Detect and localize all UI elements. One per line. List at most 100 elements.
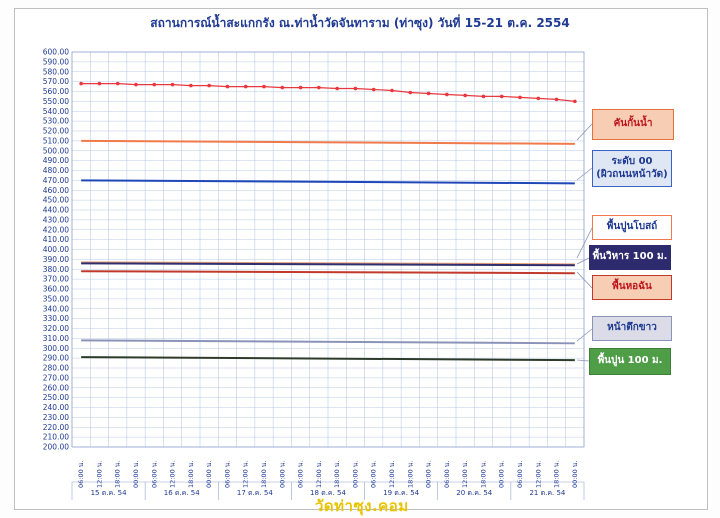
y-tick-label: 200.00 [43, 443, 69, 452]
reference-line [81, 270, 575, 275]
x-tick-label: 00:00 น. [351, 461, 359, 488]
legend-pointer [576, 167, 593, 181]
y-tick-label: 220.00 [43, 423, 69, 432]
legend-label-white-building: หน้าตึกขาว [607, 322, 657, 334]
watermark: วัดท่าซุง.คอม [315, 497, 409, 515]
x-tick-label: 00:00 น. [132, 461, 140, 488]
water-level-point [445, 92, 449, 97]
y-tick-label: 530.00 [43, 117, 69, 126]
legend-pointer [576, 359, 590, 362]
water-level-point [79, 81, 83, 86]
water-level-point [353, 86, 358, 91]
y-tick-label: 230.00 [43, 413, 69, 422]
legend-pointer [576, 227, 593, 259]
legend-pointer [576, 123, 593, 141]
legend-box-road-level: ระดับ 00 (ผิวถนนหน้าวัด) [592, 150, 672, 187]
water-level-point [207, 83, 211, 88]
water-level-point [518, 95, 522, 100]
x-tick-label: 12:00 น. [169, 461, 177, 488]
y-tick-label: 250.00 [43, 393, 69, 402]
y-tick-label: 400.00 [43, 245, 69, 254]
y-tick-label: 240.00 [43, 403, 69, 412]
water-level-point [262, 84, 266, 89]
x-tick-label: 12:00 น. [388, 461, 396, 488]
x-tick-label: 18:00 น. [406, 461, 414, 488]
x-tick-label: 00:00 น. [425, 461, 433, 488]
x-tick-label: 00:00 น. [205, 461, 213, 488]
y-tick-label: 590.00 [43, 57, 69, 66]
y-tick-label: 440.00 [43, 206, 69, 215]
y-tick-label: 370.00 [43, 275, 69, 284]
x-tick-label: 18:00 น. [333, 461, 341, 488]
water-level-point [97, 81, 102, 86]
x-tick-label: 00:00 น. [278, 461, 286, 488]
water-level-point [573, 99, 577, 104]
y-tick-label: 410.00 [43, 235, 69, 244]
water-level-point [463, 93, 467, 98]
y-tick-label: 510.00 [43, 136, 69, 145]
x-tick-label: 12:00 น. [534, 461, 542, 488]
legend-pointer [576, 257, 590, 265]
legend-box-white-building: หน้าตึกขาว [592, 316, 672, 341]
x-tick-label: 06:00 น. [223, 461, 231, 488]
water-level-point [134, 82, 138, 87]
water-level-point [243, 84, 248, 89]
y-tick-label: 430.00 [43, 215, 69, 224]
legend-box-vihara-floor: พื้นวิหาร 100 ม. [589, 245, 671, 270]
y-tick-label: 450.00 [43, 196, 69, 205]
water-level-point [426, 91, 431, 96]
legend-box-dike: คันกั้นน้ำ [592, 109, 674, 140]
x-tick-label: 18:00 น. [479, 461, 487, 488]
x-tick-label: 18:00 น. [260, 461, 268, 488]
day-label: 15 ต.ค. 54 [91, 489, 127, 497]
plot-area-border [71, 51, 585, 448]
y-tick-label: 550.00 [43, 97, 69, 106]
legend-pointer [576, 328, 593, 342]
x-tick-label: 06:00 น. [77, 461, 85, 488]
y-tick-label: 460.00 [43, 186, 69, 195]
water-level-point [536, 96, 541, 101]
water-level-point [115, 81, 120, 86]
legend-box-dining-hall-floor: พื้นหอฉัน [592, 275, 672, 300]
x-tick-label: 18:00 น. [187, 461, 195, 488]
y-tick-label: 540.00 [43, 107, 69, 116]
legend-label-cement-floor: พื้นปูน 100 ม. [597, 355, 663, 367]
legend-label-dining-hall-floor: พื้นหอฉัน [612, 281, 652, 293]
water-level-point [317, 85, 321, 90]
legend-label-road-level-1: ระดับ 00 [611, 156, 653, 167]
y-tick-label: 470.00 [43, 176, 69, 185]
legend-box-cement-floor: พื้นปูน 100 ม. [589, 348, 671, 375]
x-tick-label: 12:00 น. [461, 461, 469, 488]
y-tick-label: 290.00 [43, 354, 69, 363]
y-tick-label: 330.00 [43, 314, 69, 323]
y-tick-label: 480.00 [43, 166, 69, 175]
y-tick-label: 210.00 [43, 433, 69, 442]
y-tick-label: 420.00 [43, 225, 69, 234]
x-tick-label: 06:00 น. [297, 461, 305, 488]
y-tick-label: 380.00 [43, 265, 69, 274]
day-label: 16 ต.ค. 54 [164, 489, 200, 497]
x-tick-label: 18:00 น. [114, 461, 122, 488]
water-level-point [371, 87, 376, 92]
water-level-point [481, 94, 486, 99]
water-level-point [499, 94, 504, 99]
x-tick-label: 12:00 น. [242, 461, 250, 488]
water-level-point [408, 90, 413, 95]
day-label: 21 ต.ค. 54 [529, 489, 565, 497]
water-level-point [335, 86, 339, 91]
legend-label-road-level-2: (ผิวถนนหน้าวัด) [596, 168, 668, 180]
y-tick-label: 350.00 [43, 294, 69, 303]
reference-line [81, 339, 575, 345]
y-tick-label: 320.00 [43, 324, 69, 333]
y-tick-label: 300.00 [43, 344, 69, 353]
water-level-point [225, 84, 230, 89]
legend-label-chapel-floor: พื้นปูนโบสถ์ [606, 221, 658, 233]
y-tick-label: 340.00 [43, 304, 69, 313]
legend-box-chapel-floor: พื้นปูนโบสถ์ [592, 215, 672, 240]
day-label: 17 ต.ค. 54 [237, 489, 273, 497]
x-tick-label: 00:00 น. [498, 461, 506, 488]
water-level-line [81, 83, 575, 102]
day-label: 20 ต.ค. 54 [456, 489, 492, 497]
x-tick-label: 00:00 น. [571, 461, 579, 488]
